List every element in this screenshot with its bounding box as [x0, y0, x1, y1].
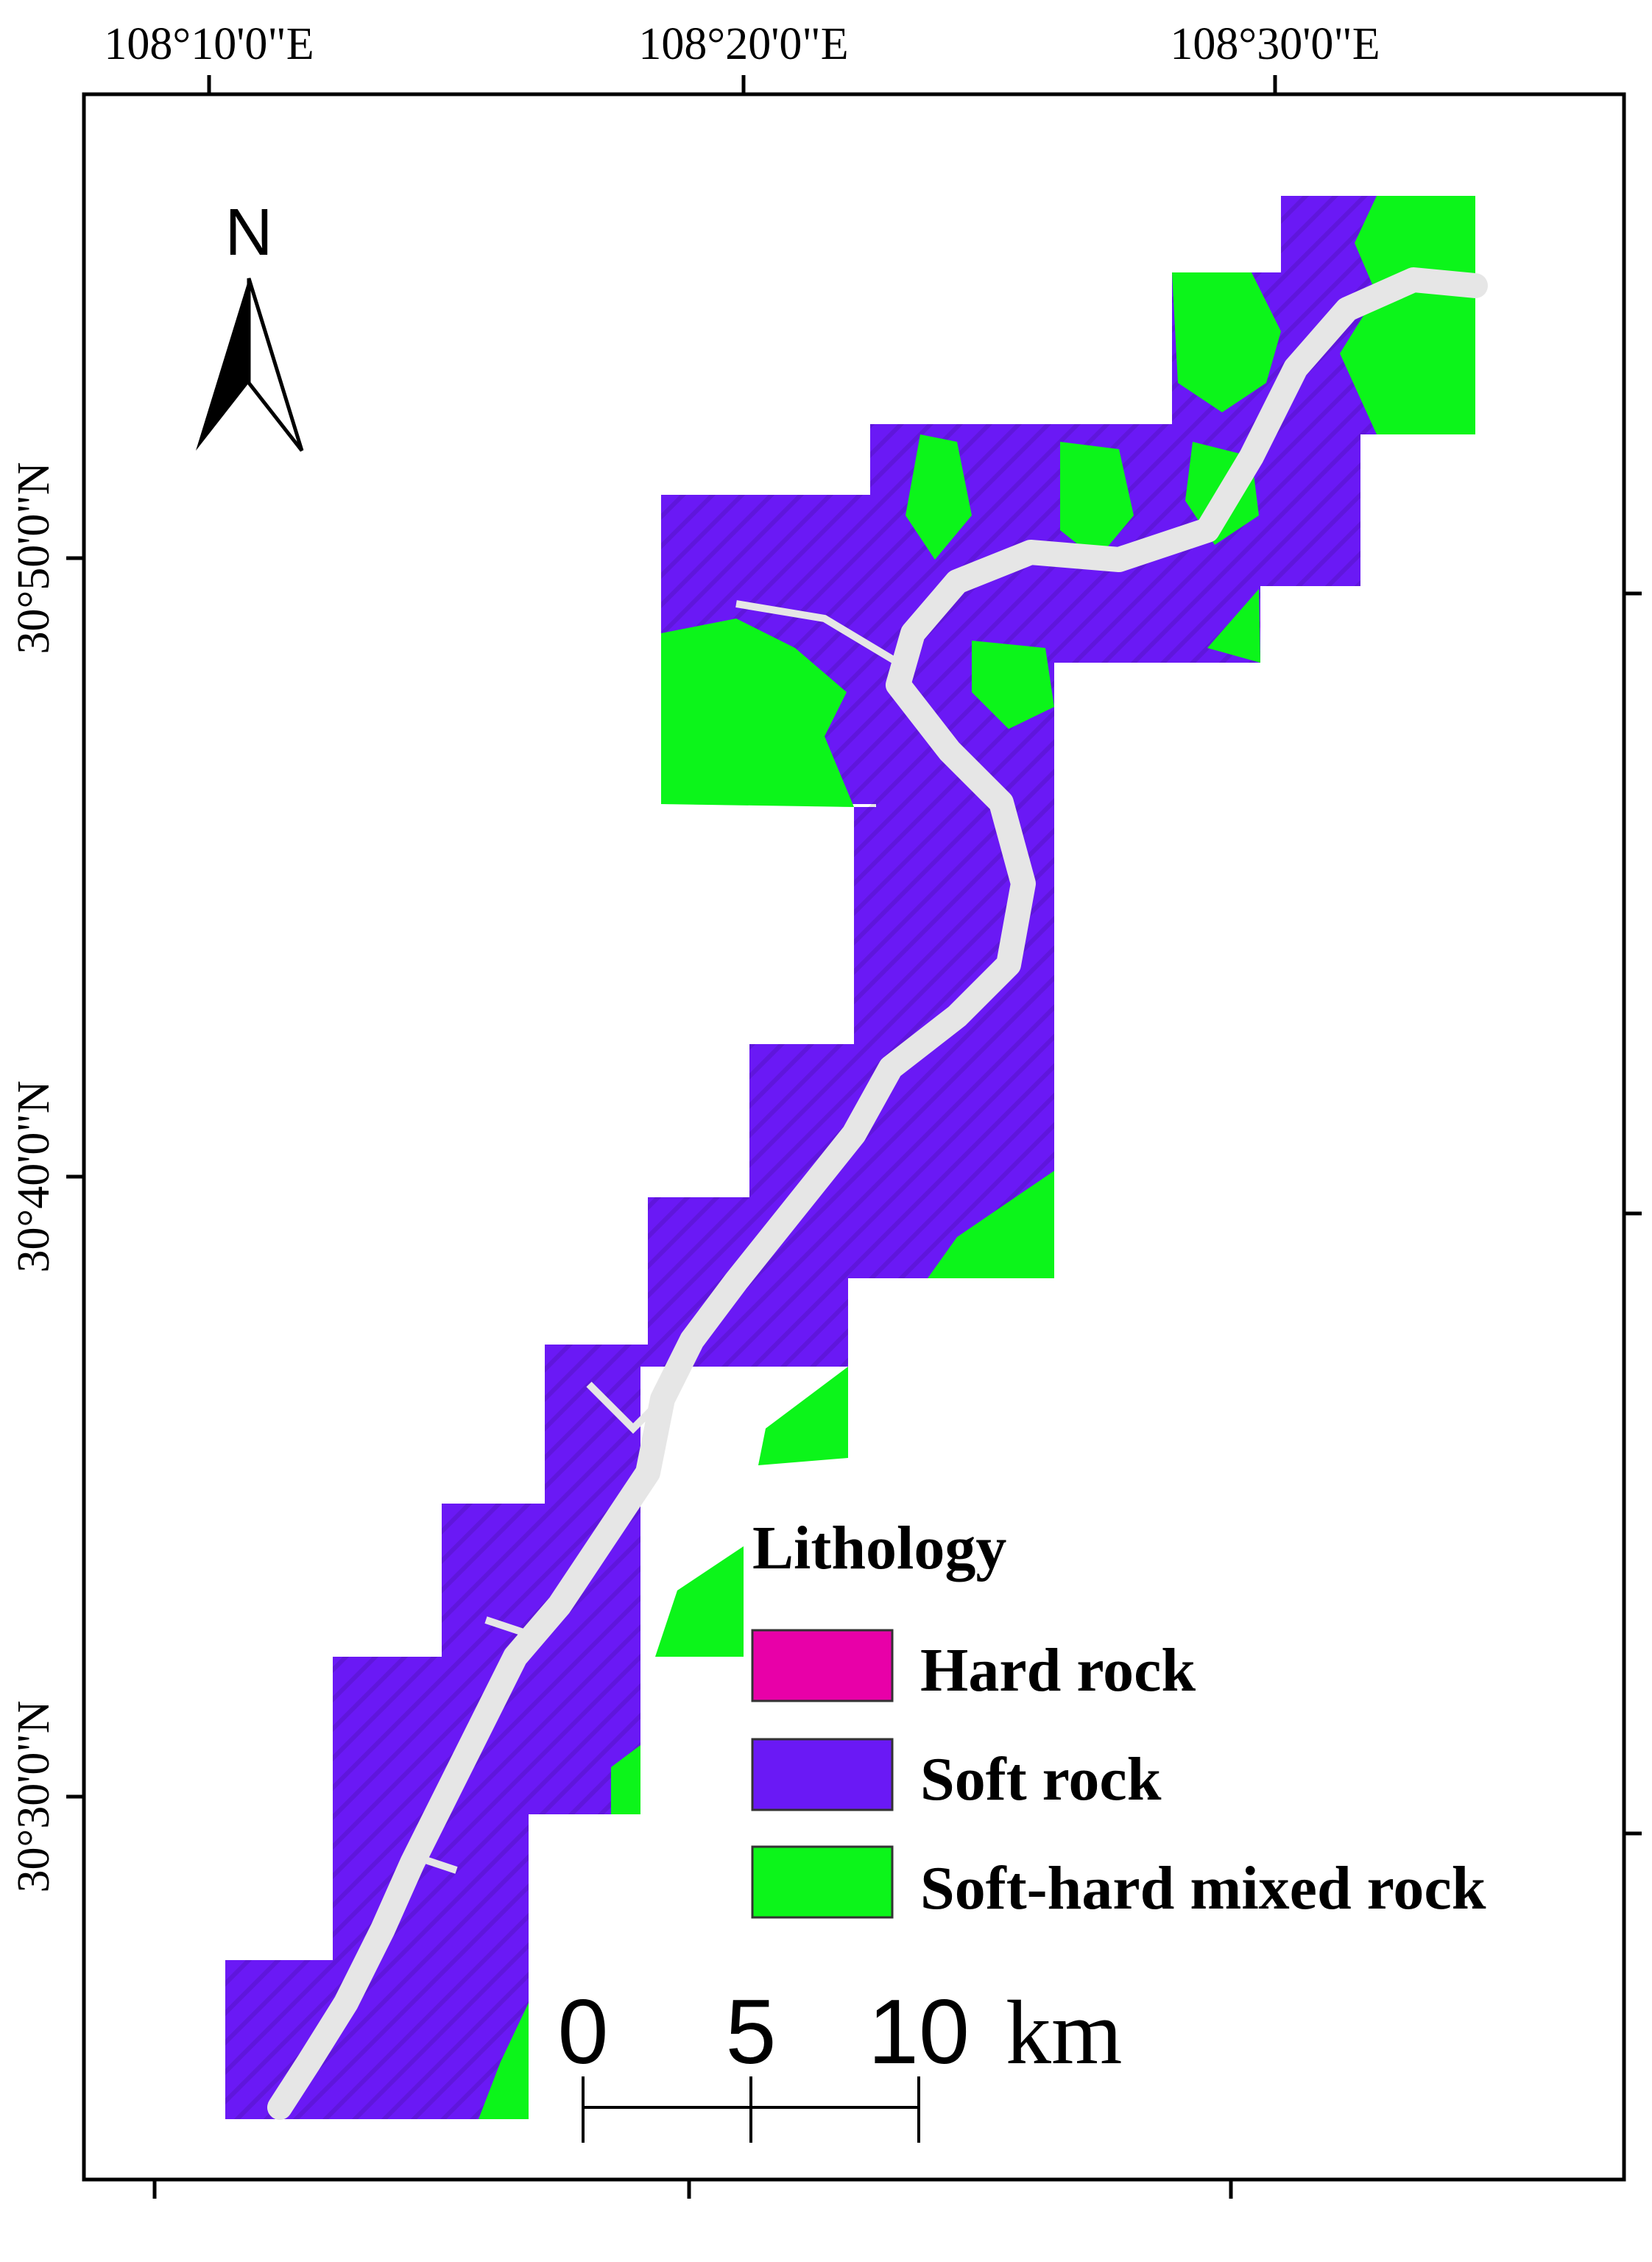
legend-label-hard-rock: Hard rock	[920, 1636, 1196, 1705]
legend-label-soft-rock: Soft rock	[920, 1745, 1162, 1814]
legend-swatch-soft-rock	[751, 1738, 894, 1811]
north-arrow: N	[196, 196, 304, 452]
latitude-label: 30°50'0"N	[9, 462, 59, 654]
river	[267, 267, 1488, 2120]
longitude-label: 108°10'0"E	[104, 19, 314, 69]
scale-tick-label: 10	[868, 1981, 970, 2083]
north-arrow-icon	[247, 278, 304, 452]
latitude-label: 30°30'0"N	[9, 1700, 59, 1892]
legend-swatch-hard-rock	[751, 1629, 894, 1702]
latitude-label: 30°40'0"N	[9, 1080, 59, 1272]
longitude-label: 108°20'0"E	[638, 19, 848, 69]
north-arrow-icon	[196, 278, 249, 451]
river-tributary	[411, 600, 900, 1874]
legend-title: Lithology	[752, 1514, 1006, 1582]
scale-tick-label: 0	[558, 1981, 609, 2083]
legend-label-mixed-rock: Soft-hard mixed rock	[920, 1854, 1486, 1923]
scale-tick-label: 5	[726, 1981, 777, 2083]
legend: Lithology Hard rock Soft rock Soft-hard …	[751, 1514, 1486, 1923]
scale-unit: km	[1006, 1982, 1122, 2083]
graticule-ticks	[66, 75, 1642, 2199]
scale-bar: 0 5 10 km	[558, 1981, 1122, 2143]
longitude-label: 108°30'0"E	[1170, 19, 1380, 69]
lithology-map	[225, 196, 1488, 2120]
north-letter: N	[225, 196, 273, 269]
legend-swatch-mixed-rock	[751, 1845, 894, 1919]
